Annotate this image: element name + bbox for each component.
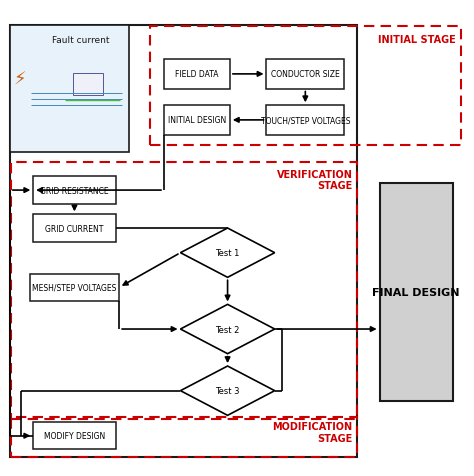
Bar (10, 26, 357, 456)
Text: CONDUCTOR SIZE: CONDUCTOR SIZE (271, 70, 340, 79)
Text: MODIFICATION
STAGE: MODIFICATION STAGE (273, 422, 353, 443)
Bar (380, 184, 453, 401)
Bar (30, 274, 119, 301)
Text: VERIFICATION
STAGE: VERIFICATION STAGE (276, 169, 353, 191)
Bar (11, 162, 357, 419)
Polygon shape (181, 366, 275, 416)
Text: Test 3: Test 3 (215, 387, 240, 396)
Bar (33, 215, 116, 242)
Text: GRID RESISTANCE: GRID RESISTANCE (40, 186, 109, 195)
Text: Test 1: Test 1 (215, 248, 240, 258)
Text: ⚡: ⚡ (14, 71, 27, 89)
Polygon shape (181, 305, 275, 354)
Bar (164, 60, 230, 89)
Bar (33, 422, 116, 449)
Text: MESH/STEP VOLTAGES: MESH/STEP VOLTAGES (32, 283, 117, 292)
Bar (150, 28, 461, 146)
Text: FIELD DATA: FIELD DATA (175, 70, 219, 79)
Text: FINAL DESIGN: FINAL DESIGN (372, 288, 460, 298)
Bar (164, 106, 230, 135)
Text: INITIAL STAGE: INITIAL STAGE (378, 35, 456, 44)
Bar (33, 177, 116, 204)
Bar (10, 26, 128, 153)
Bar (266, 60, 344, 89)
Polygon shape (181, 228, 275, 278)
Bar (11, 417, 357, 456)
Text: GRID CURRENT: GRID CURRENT (45, 224, 104, 233)
Text: TOUCH/STEP VOLTAGES: TOUCH/STEP VOLTAGES (261, 116, 350, 125)
Text: MODIFY DESIGN: MODIFY DESIGN (44, 431, 105, 440)
Text: INITIAL DESIGN: INITIAL DESIGN (168, 116, 226, 125)
Bar (73, 74, 103, 95)
Text: Test 2: Test 2 (215, 325, 240, 334)
Text: Fault current: Fault current (52, 36, 110, 45)
Bar (266, 106, 344, 135)
